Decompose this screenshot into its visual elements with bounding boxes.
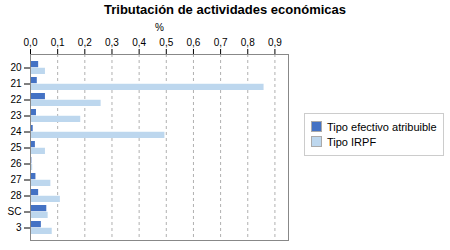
svg-text:0,5: 0,5 <box>159 37 173 48</box>
svg-text:0,1: 0,1 <box>51 37 65 48</box>
svg-text:SC: SC <box>8 206 22 217</box>
svg-text:0,0: 0,0 <box>24 37 38 48</box>
svg-text:3: 3 <box>16 222 22 233</box>
svg-text:0,2: 0,2 <box>78 37 92 48</box>
html-text:Tipo IRPF: Tipo IRPF <box>327 135 377 148</box>
svg-text:0,3: 0,3 <box>105 37 119 48</box>
svg-text:0,8: 0,8 <box>241 37 255 48</box>
svg-text:%: % <box>155 22 164 33</box>
svg-text:22: 22 <box>10 94 22 105</box>
svg-text:0,4: 0,4 <box>132 37 146 48</box>
svg-text:24: 24 <box>10 126 22 137</box>
svg-text:0,7: 0,7 <box>214 37 228 48</box>
html-text:Tributación de actividades eco: Tributación de actividades económicas <box>104 2 346 17</box>
svg-text:23: 23 <box>10 110 22 121</box>
html-text:Tipo efectivo atribuible: Tipo efectivo atribuible <box>327 120 437 133</box>
svg-text:21: 21 <box>10 78 22 89</box>
svg-text:0,9: 0,9 <box>268 37 282 48</box>
svg-text:0,6: 0,6 <box>186 37 200 48</box>
svg-text:25: 25 <box>10 142 22 153</box>
svg-text:26: 26 <box>10 158 22 169</box>
svg-text:27: 27 <box>10 174 22 185</box>
svg-text:28: 28 <box>10 190 22 201</box>
svg-text:20: 20 <box>10 62 22 73</box>
